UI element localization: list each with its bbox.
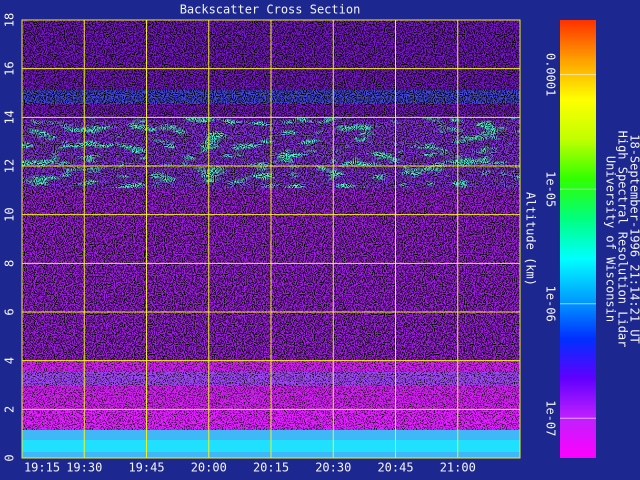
y-tick-label: 6	[3, 308, 17, 315]
y-axis-label: Altitude (km)	[524, 192, 538, 286]
y-tick-label: 10	[3, 207, 17, 221]
note: High Spectral Resolution Lidar	[616, 131, 630, 348]
colorbar-tick-label: 1e-05	[544, 171, 558, 207]
colorbar-tick-label: 0.0001	[544, 53, 558, 96]
x-tick-label: 20:00	[191, 461, 227, 475]
x-tick-label: 20:45	[377, 461, 413, 475]
y-tick-label: 2	[3, 406, 17, 413]
y-tick-label: 18	[3, 13, 17, 27]
y-tick-label: 0	[3, 454, 17, 461]
colorbar-tick-label: 1e-06	[544, 286, 558, 322]
colorbar	[560, 20, 596, 458]
y-tick-label: 14	[3, 110, 17, 124]
x-tick-label: 21:00	[440, 461, 476, 475]
y-tick-label: 8	[3, 260, 17, 267]
chart-title: Backscatter Cross Section	[180, 3, 361, 17]
y-tick-label: 12	[3, 159, 17, 173]
note: University of Wisconsin	[604, 156, 618, 322]
note: 18-September-1996 21:14:21 UT	[628, 134, 640, 344]
x-tick-label: 20:30	[315, 461, 351, 475]
x-tick-label: 19:30	[66, 461, 102, 475]
x-tick-label: 20:15	[253, 461, 289, 475]
y-tick-label: 16	[3, 61, 17, 75]
colorbar-tick-label: 1e-07	[544, 400, 558, 436]
x-tick-label: 19:15	[24, 461, 60, 475]
x-tick-label: 19:45	[128, 461, 164, 475]
y-tick-label: 4	[3, 357, 17, 364]
